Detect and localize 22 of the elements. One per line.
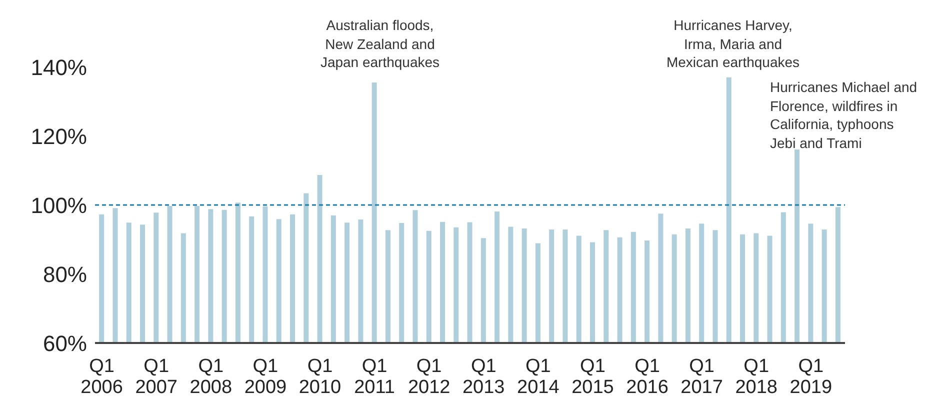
y-tick-label: 120% xyxy=(30,124,87,149)
x-tick-label: Q1 2008 xyxy=(190,356,232,398)
annotation: Hurricanes Harvey, Irma, Maria and Mexican earthquakes xyxy=(666,16,800,72)
annotation: Australian floods, New Zealand and Japan earthquakes xyxy=(320,16,440,72)
annotation: Hurricanes Michael and Florence, wildfires in California, typhoons Jebi and Trami xyxy=(770,78,918,152)
x-tick-label: Q1 2016 xyxy=(626,356,668,398)
x-tick-label: Q1 2019 xyxy=(790,356,832,398)
x-tick-label: Q1 2010 xyxy=(298,356,342,398)
x-tick-label: Q1 2012 xyxy=(408,356,450,398)
x-tick-label: Q1 2017 xyxy=(680,356,723,398)
y-tick-label: 80% xyxy=(42,262,87,287)
x-tick-label: Q1 2013 xyxy=(462,356,505,398)
x-tick-label: Q1 2009 xyxy=(244,356,287,398)
x-tick-label: Q1 2006 xyxy=(80,356,123,398)
x-tick-label: Q1 2014 xyxy=(517,356,560,398)
x-tick-label: Q1 2007 xyxy=(135,356,178,398)
x-tick-label: Q1 2015 xyxy=(572,356,614,398)
x-tick-label: Q1 2018 xyxy=(735,356,778,398)
y-tick-label: 60% xyxy=(42,330,87,356)
y-tick-label: 140% xyxy=(30,54,87,80)
x-tick-label: Q1 2011 xyxy=(354,356,395,398)
y-tick-label: 100% xyxy=(30,192,87,218)
